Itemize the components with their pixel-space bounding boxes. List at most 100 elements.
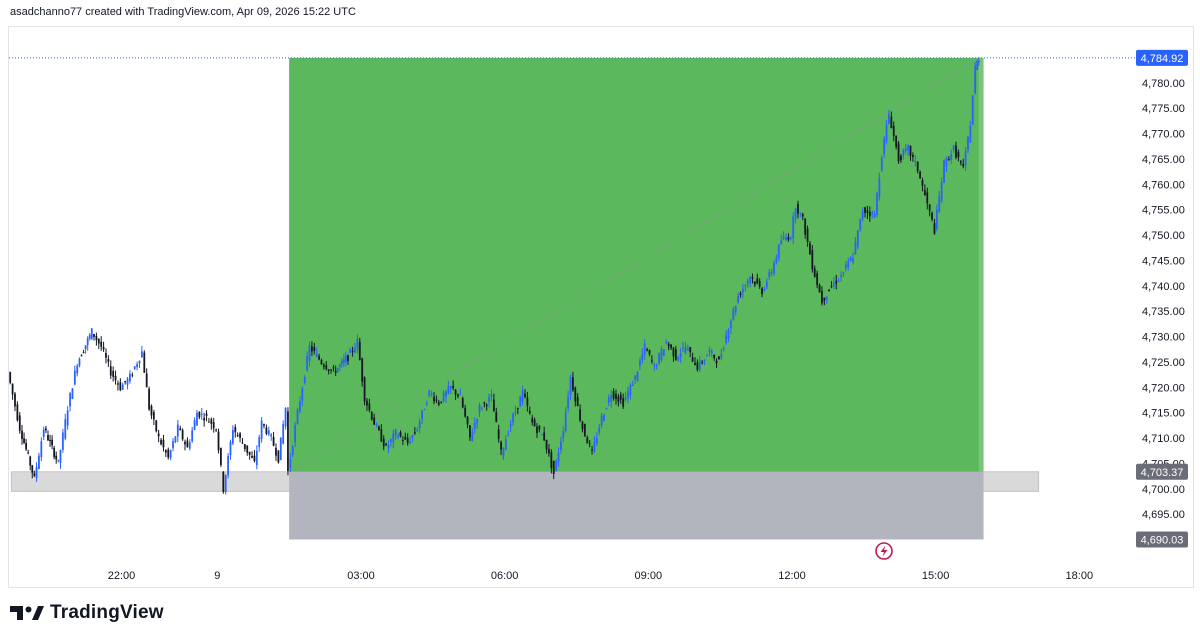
candle-body bbox=[57, 459, 60, 461]
candle-body bbox=[332, 367, 335, 369]
candle-body bbox=[713, 354, 716, 359]
candle-body bbox=[191, 430, 194, 442]
candle bbox=[521, 385, 524, 406]
candle bbox=[883, 135, 886, 158]
candle bbox=[246, 445, 249, 456]
chart-header: asadchanno77 created with TradingView.co… bbox=[10, 6, 356, 18]
candle bbox=[97, 338, 100, 350]
flash-alert-icon[interactable] bbox=[875, 542, 893, 560]
candle bbox=[210, 417, 213, 430]
candle bbox=[423, 408, 426, 411]
y-tick-label: 4,760.00 bbox=[1142, 179, 1185, 191]
x-tick-label: 18:00 bbox=[1066, 570, 1094, 582]
candle bbox=[636, 371, 639, 382]
candle-body bbox=[105, 353, 107, 358]
candle-body bbox=[964, 150, 967, 166]
candle-body bbox=[567, 396, 570, 408]
candle bbox=[964, 146, 967, 172]
candle bbox=[569, 374, 572, 400]
candle bbox=[358, 337, 361, 361]
candle-body bbox=[299, 401, 301, 412]
candle bbox=[241, 437, 244, 444]
candle-body bbox=[212, 422, 215, 429]
candle bbox=[45, 425, 47, 433]
candle bbox=[164, 449, 167, 457]
candle-body bbox=[629, 384, 632, 396]
candle-body bbox=[710, 350, 713, 353]
candle-body bbox=[696, 362, 699, 370]
candle bbox=[27, 449, 30, 455]
candle bbox=[902, 148, 905, 160]
candle-body bbox=[904, 148, 907, 151]
candle-body bbox=[837, 280, 840, 282]
candle-body bbox=[653, 364, 656, 366]
last-price-tag: 4,784.92 bbox=[1136, 49, 1188, 66]
candle-body bbox=[852, 258, 854, 263]
candle bbox=[23, 432, 25, 445]
candle bbox=[703, 359, 706, 366]
candle bbox=[919, 170, 921, 179]
candle bbox=[435, 395, 438, 404]
candle bbox=[859, 218, 862, 232]
candle bbox=[737, 292, 740, 304]
candle bbox=[380, 424, 383, 442]
candle-body bbox=[634, 375, 637, 380]
candle-body bbox=[457, 394, 459, 397]
candle bbox=[25, 439, 28, 452]
candle-body bbox=[674, 349, 677, 360]
candle-body bbox=[806, 228, 809, 242]
candle-body bbox=[291, 446, 294, 456]
candle bbox=[866, 205, 869, 219]
tradingview-logo[interactable]: TradingView bbox=[10, 602, 164, 624]
candle-body bbox=[902, 150, 905, 155]
chart-frame bbox=[8, 26, 1194, 588]
candle-body bbox=[229, 441, 232, 456]
candle bbox=[176, 419, 179, 443]
candle-body bbox=[816, 273, 819, 286]
candle bbox=[129, 370, 131, 384]
candle bbox=[157, 429, 160, 443]
candle bbox=[490, 389, 493, 402]
y-tick-label: 4,765.00 bbox=[1142, 154, 1185, 166]
candle-body bbox=[892, 125, 895, 136]
candle-body bbox=[399, 432, 402, 437]
candle bbox=[670, 343, 672, 351]
candle bbox=[672, 347, 675, 362]
candle-body bbox=[442, 392, 445, 402]
candle bbox=[385, 442, 388, 446]
candle-body bbox=[497, 429, 500, 439]
candle-body bbox=[296, 409, 299, 424]
candle bbox=[320, 358, 323, 366]
candle-body bbox=[734, 306, 737, 313]
candle bbox=[267, 426, 270, 437]
candle bbox=[284, 407, 287, 430]
candle bbox=[138, 360, 141, 368]
candle-body bbox=[387, 445, 390, 449]
candle-body bbox=[598, 428, 601, 432]
candle-body bbox=[217, 431, 220, 451]
candle-body bbox=[914, 160, 917, 162]
candle-body bbox=[86, 338, 89, 345]
candle-body bbox=[121, 384, 124, 390]
candle-body bbox=[196, 412, 198, 426]
candle bbox=[437, 399, 440, 407]
candle bbox=[172, 438, 174, 452]
candle-body bbox=[430, 394, 433, 396]
candle-body bbox=[969, 125, 972, 143]
candle bbox=[117, 380, 119, 391]
candle-body bbox=[80, 355, 83, 357]
candle bbox=[718, 355, 720, 360]
candle bbox=[775, 254, 778, 265]
candle bbox=[524, 389, 526, 399]
candle bbox=[502, 447, 505, 460]
candle bbox=[682, 341, 684, 353]
candle-body bbox=[524, 393, 526, 397]
candle-body bbox=[452, 385, 455, 389]
candle bbox=[86, 336, 89, 351]
candle-body bbox=[662, 349, 665, 356]
price-tag-bg bbox=[1136, 463, 1188, 480]
candle-body bbox=[14, 393, 16, 407]
candle bbox=[57, 459, 60, 463]
candle bbox=[562, 426, 565, 443]
